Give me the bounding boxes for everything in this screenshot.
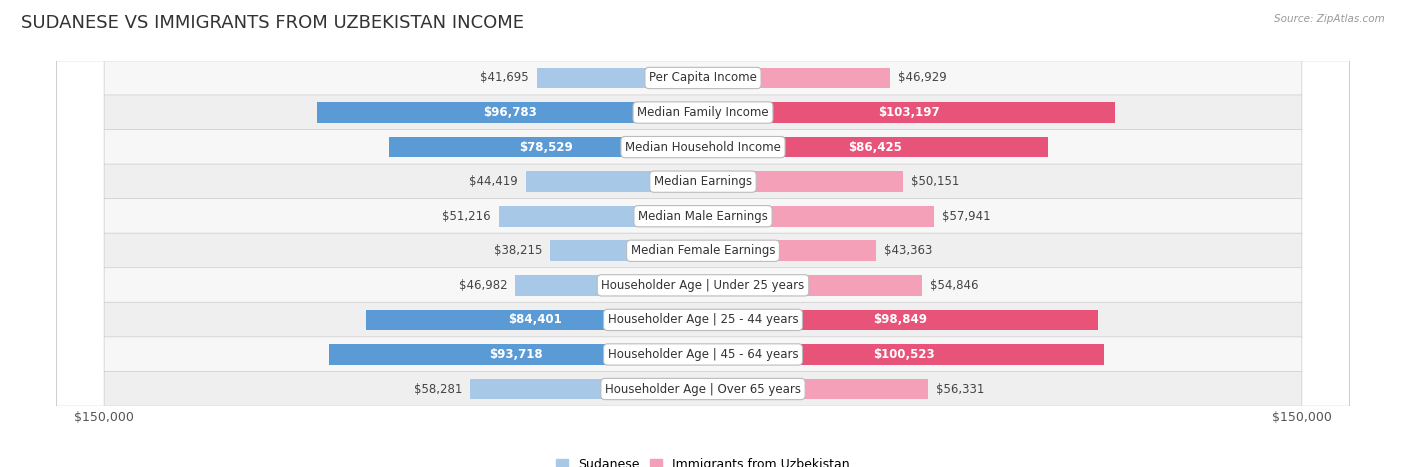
Text: Householder Age | 25 - 44 years: Householder Age | 25 - 44 years — [607, 313, 799, 326]
Text: Median Family Income: Median Family Income — [637, 106, 769, 119]
Text: $46,929: $46,929 — [898, 71, 948, 85]
Bar — [471, 379, 703, 399]
Bar — [499, 206, 703, 226]
Text: $84,401: $84,401 — [508, 313, 561, 326]
Text: $51,216: $51,216 — [441, 210, 491, 223]
Text: Householder Age | 45 - 64 years: Householder Age | 45 - 64 years — [607, 348, 799, 361]
FancyBboxPatch shape — [104, 198, 1302, 234]
FancyBboxPatch shape — [104, 302, 1302, 338]
Text: Median Female Earnings: Median Female Earnings — [631, 244, 775, 257]
Bar — [703, 344, 1104, 365]
Bar — [703, 310, 1098, 330]
FancyBboxPatch shape — [104, 95, 1302, 130]
Text: $103,197: $103,197 — [879, 106, 939, 119]
Bar — [366, 310, 703, 330]
Text: $98,849: $98,849 — [873, 313, 928, 326]
Text: $93,718: $93,718 — [489, 348, 543, 361]
Text: $57,941: $57,941 — [942, 210, 991, 223]
Text: $44,419: $44,419 — [470, 175, 517, 188]
Bar — [703, 171, 903, 192]
Bar — [703, 379, 928, 399]
Bar — [537, 68, 703, 88]
Text: Median Male Earnings: Median Male Earnings — [638, 210, 768, 223]
Text: $41,695: $41,695 — [479, 71, 529, 85]
Bar — [329, 344, 703, 365]
Text: $100,523: $100,523 — [873, 348, 935, 361]
Text: $54,846: $54,846 — [929, 279, 979, 292]
Text: $56,331: $56,331 — [936, 382, 984, 396]
Bar — [316, 102, 703, 123]
Bar — [703, 68, 890, 88]
Text: $46,982: $46,982 — [458, 279, 508, 292]
Text: Median Earnings: Median Earnings — [654, 175, 752, 188]
FancyBboxPatch shape — [104, 164, 1302, 199]
Text: $86,425: $86,425 — [849, 141, 903, 154]
Bar — [389, 137, 703, 157]
Text: SUDANESE VS IMMIGRANTS FROM UZBEKISTAN INCOME: SUDANESE VS IMMIGRANTS FROM UZBEKISTAN I… — [21, 14, 524, 32]
FancyBboxPatch shape — [104, 60, 1302, 96]
Text: $50,151: $50,151 — [911, 175, 959, 188]
Text: Median Household Income: Median Household Income — [626, 141, 780, 154]
Text: $58,281: $58,281 — [413, 382, 463, 396]
Bar — [550, 241, 703, 261]
FancyBboxPatch shape — [104, 337, 1302, 372]
Text: Householder Age | Under 25 years: Householder Age | Under 25 years — [602, 279, 804, 292]
Text: $38,215: $38,215 — [494, 244, 543, 257]
FancyBboxPatch shape — [104, 371, 1302, 407]
Text: $43,363: $43,363 — [884, 244, 932, 257]
Text: Source: ZipAtlas.com: Source: ZipAtlas.com — [1274, 14, 1385, 24]
Bar — [703, 275, 922, 296]
Text: $96,783: $96,783 — [482, 106, 537, 119]
Bar — [516, 275, 703, 296]
FancyBboxPatch shape — [104, 268, 1302, 303]
Bar — [526, 171, 703, 192]
Bar — [703, 102, 1115, 123]
Legend: Sudanese, Immigrants from Uzbekistan: Sudanese, Immigrants from Uzbekistan — [551, 453, 855, 467]
Bar — [703, 241, 876, 261]
FancyBboxPatch shape — [104, 233, 1302, 269]
Bar — [703, 137, 1047, 157]
Text: $78,529: $78,529 — [519, 141, 574, 154]
Text: Per Capita Income: Per Capita Income — [650, 71, 756, 85]
FancyBboxPatch shape — [104, 129, 1302, 165]
Bar — [703, 206, 935, 226]
Text: Householder Age | Over 65 years: Householder Age | Over 65 years — [605, 382, 801, 396]
